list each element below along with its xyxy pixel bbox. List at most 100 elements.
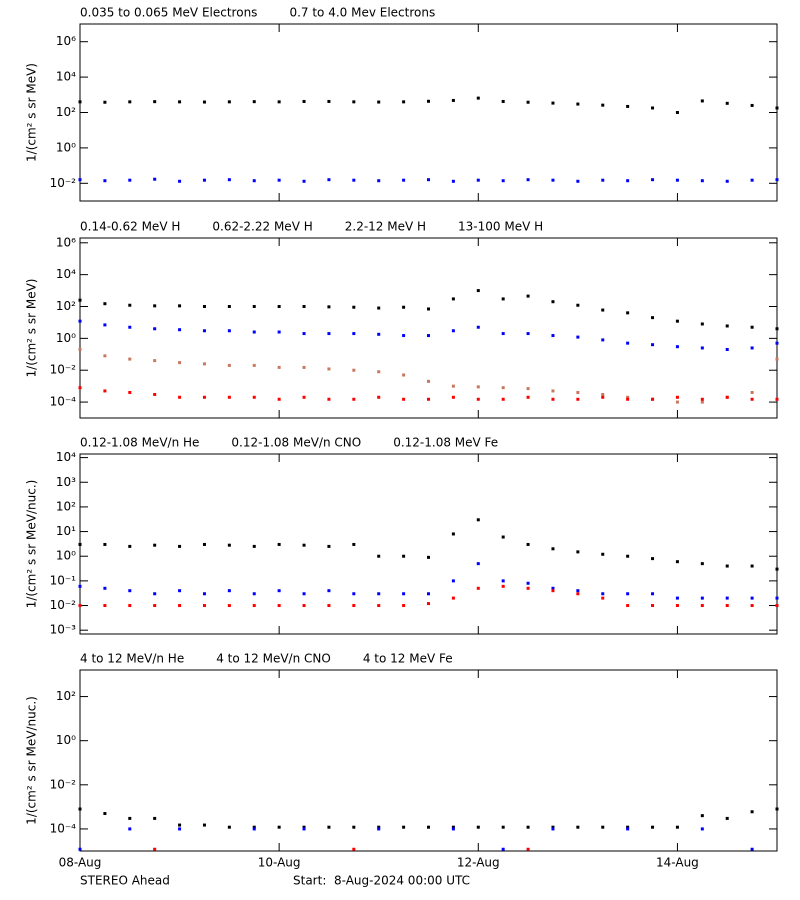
data-point: [427, 99, 430, 103]
data-point: [700, 562, 704, 566]
data-point: [675, 319, 679, 323]
data-point: [178, 544, 182, 548]
data-point: [402, 554, 406, 558]
plot-frame: [79, 453, 778, 635]
data-point: [526, 542, 530, 546]
data-point: [252, 100, 256, 104]
data-point: [675, 400, 679, 404]
data-point: [178, 604, 182, 608]
data-point: [576, 397, 580, 401]
data-point: [775, 596, 779, 600]
data-point: [302, 179, 306, 183]
data-point: [451, 825, 455, 829]
data-point: [178, 589, 182, 593]
data-point: [153, 543, 157, 547]
data-point: [750, 604, 754, 608]
data-point: [427, 178, 430, 182]
y-tick-label: 10²: [56, 689, 76, 703]
data-point: [526, 395, 530, 399]
data-point: [377, 604, 381, 608]
data-point: [775, 327, 779, 331]
data-point: [128, 544, 132, 548]
legend-entry: 0.12-1.08 MeV/n He: [80, 436, 199, 450]
data-point: [775, 397, 779, 401]
data-point: [103, 389, 107, 393]
y-tick-label: 10⁶: [56, 34, 76, 48]
data-point: [277, 305, 281, 309]
y-tick-label: 10⁰: [56, 549, 76, 563]
data-point: [402, 592, 406, 596]
data-point: [227, 543, 231, 547]
data-point: [178, 827, 182, 831]
data-point: [451, 98, 455, 102]
data-point: [227, 363, 231, 367]
data-point: [451, 384, 455, 388]
data-point: [277, 178, 281, 182]
legend-entry: 0.7 to 4.0 Mev Electrons: [289, 6, 435, 20]
data-point: [103, 812, 107, 816]
data-point: [725, 324, 729, 328]
data-point: [526, 586, 530, 590]
data-point: [302, 543, 306, 547]
data-point: [576, 550, 580, 554]
data-point: [302, 365, 306, 369]
series: [78, 584, 779, 608]
data-point: [551, 547, 555, 551]
data-point: [675, 560, 679, 564]
data-point: [202, 592, 206, 596]
data-point: [178, 395, 182, 399]
data-point: [128, 390, 132, 394]
data-point: [153, 392, 157, 396]
data-point: [626, 554, 630, 558]
data-point: [153, 304, 157, 308]
data-point: [178, 328, 182, 332]
data-point: [601, 395, 605, 399]
series: [78, 319, 779, 351]
data-point: [327, 589, 331, 593]
data-point: [277, 365, 281, 369]
data-point: [601, 825, 605, 829]
data-point: [675, 825, 679, 829]
data-point: [402, 604, 406, 608]
data-point: [402, 373, 406, 377]
data-point: [78, 100, 82, 104]
data-point: [725, 604, 729, 608]
data-point: [501, 99, 505, 103]
data-point: [451, 532, 455, 536]
footer-left: STEREO Ahead: [80, 874, 170, 888]
data-point: [252, 592, 256, 596]
data-point: [277, 542, 281, 546]
x-tick-label: 12-Aug: [457, 856, 500, 870]
data-point: [651, 106, 655, 110]
data-point: [252, 395, 256, 399]
data-point: [651, 825, 655, 829]
data-point: [103, 179, 107, 183]
series: [78, 827, 754, 851]
data-point: [601, 552, 605, 556]
data-point: [252, 827, 256, 831]
data-point: [551, 178, 555, 182]
data-point: [750, 564, 754, 568]
data-point: [78, 847, 82, 851]
series: [78, 518, 779, 571]
y-tick-label: 10⁶: [56, 235, 76, 249]
data-point: [352, 847, 356, 851]
x-tick-label: 14-Aug: [656, 856, 699, 870]
data-point: [626, 827, 630, 831]
data-point: [601, 338, 605, 342]
data-point: [252, 330, 256, 334]
y-axis-label: 1/(cm² s sr MeV/nuc.): [25, 696, 39, 825]
data-point: [725, 564, 729, 568]
data-point: [526, 178, 530, 182]
data-point: [352, 542, 356, 546]
data-point: [551, 389, 555, 393]
data-point: [427, 592, 430, 596]
data-point: [626, 179, 630, 183]
data-point: [501, 847, 505, 851]
data-point: [725, 179, 729, 183]
data-point: [551, 589, 555, 593]
data-point: [700, 179, 704, 183]
data-point: [227, 589, 231, 593]
legend-entry: 4 to 12 MeV/n CNO: [216, 652, 331, 666]
data-point: [402, 825, 406, 829]
